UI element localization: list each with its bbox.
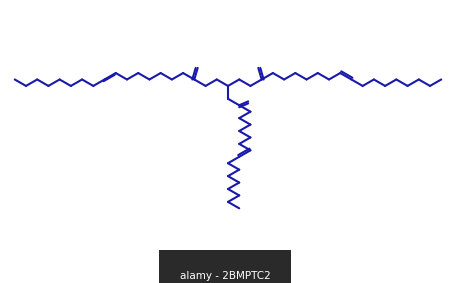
Text: alamy - 2BMPTC2: alamy - 2BMPTC2 — [180, 271, 270, 281]
